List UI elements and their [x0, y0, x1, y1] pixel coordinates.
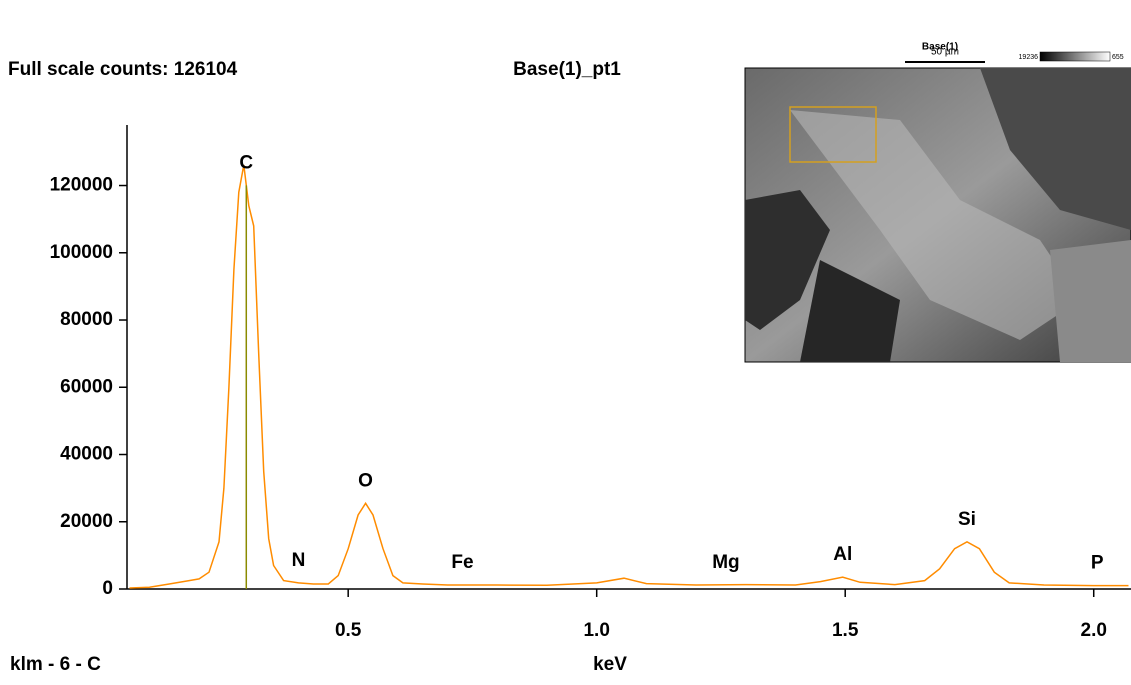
- peak-label: Mg: [712, 552, 739, 573]
- chart-title: Base(1)_pt1: [513, 59, 621, 80]
- y-tick-label: 40000: [60, 444, 113, 465]
- gray-min-label: 19236: [1019, 54, 1039, 61]
- y-tick-label: 60000: [60, 376, 113, 397]
- selection-box: [789, 106, 877, 163]
- x-tick-label: 2.0: [1081, 620, 1107, 641]
- sem-shadow: [745, 190, 830, 330]
- y-tick-label: 0: [102, 578, 113, 599]
- y-tick-label: 20000: [60, 511, 113, 532]
- x-tick-label: 0.5: [335, 620, 362, 641]
- sem-inset: Base(1) 50 µm 19236 655: [744, 42, 1131, 363]
- x-tick-label: 1.5: [832, 620, 859, 641]
- sem-shadow: [980, 68, 1131, 230]
- y-tick-label: 100000: [50, 242, 113, 263]
- x-tick-label: 1.0: [583, 620, 609, 641]
- sem-highlight: [1050, 240, 1131, 362]
- peak-label: Fe: [451, 552, 473, 573]
- y-tick-label: 80000: [60, 309, 113, 330]
- gray-scale-bar: [1039, 51, 1111, 62]
- inset-title: Base(1): [922, 42, 958, 53]
- sem-highlight: [790, 110, 1080, 340]
- y-tick-label: 120000: [50, 175, 113, 196]
- peak-label: O: [358, 470, 373, 491]
- peak-label: C: [239, 152, 253, 173]
- footnote: klm - 6 - C: [10, 654, 101, 675]
- spectrum-line: [129, 164, 1129, 589]
- peak-label: Al: [833, 544, 852, 565]
- sem-shadow: [800, 260, 900, 362]
- x-axis-label: keV: [593, 654, 627, 675]
- peak-label: P: [1091, 553, 1104, 574]
- peak-label: Si: [958, 509, 976, 530]
- peak-label: N: [292, 550, 306, 571]
- plot-area: 0 20000 40000 60000 80000 100000 120000 0.5 1.0 1…: [50, 125, 1131, 641]
- chart-subtitle: Full scale counts: 126104: [8, 59, 238, 80]
- gray-max-label: 655: [1112, 54, 1124, 61]
- scale-bar-label: 50 µm: [931, 47, 959, 58]
